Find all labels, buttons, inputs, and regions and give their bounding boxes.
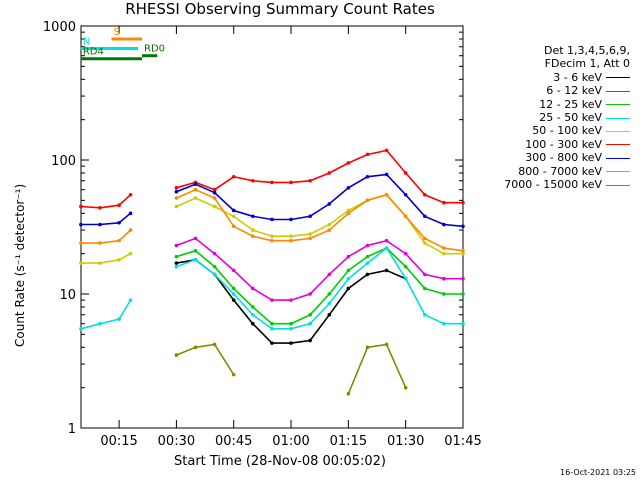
legend-swatch bbox=[606, 130, 630, 132]
legend: Det 1,3,4,5,6,9, FDecim 1, Att 0 3 - 6 k… bbox=[504, 44, 630, 191]
y-tick-label: 1000 bbox=[43, 20, 76, 35]
series-line bbox=[80, 194, 132, 209]
series-line bbox=[176, 237, 463, 301]
legend-entry: 3 - 6 keV bbox=[504, 71, 630, 84]
legend-swatch bbox=[606, 184, 630, 186]
series-line bbox=[80, 212, 132, 226]
flag-label: RD4 bbox=[83, 47, 104, 58]
legend-header-line: Det 1,3,4,5,6,9, bbox=[543, 44, 630, 57]
series-line bbox=[176, 173, 464, 228]
legend-entry-label: 3 - 6 keV bbox=[553, 70, 602, 84]
series-line bbox=[176, 247, 463, 325]
legend-swatch bbox=[606, 77, 630, 79]
legend-entry-label: 7000 - 15000 keV bbox=[504, 178, 602, 192]
series-line bbox=[176, 149, 463, 204]
x-tick-label: 01:30 bbox=[387, 434, 424, 449]
legend-entry-label: 100 - 300 keV bbox=[525, 137, 602, 151]
x-tick-label: 00:15 bbox=[100, 434, 137, 449]
legend-entry: 100 - 300 keV bbox=[504, 138, 630, 151]
legend-entry: 6 - 12 keV bbox=[504, 84, 630, 97]
legend-swatch bbox=[606, 157, 630, 159]
flag-label: S bbox=[113, 27, 119, 38]
legend-swatch bbox=[606, 171, 630, 173]
legend-entry-label: 6 - 12 keV bbox=[546, 84, 602, 98]
series-line bbox=[176, 188, 464, 252]
legend-entry: 50 - 100 keV bbox=[504, 124, 630, 137]
series-point bbox=[79, 204, 83, 209]
y-tick-label: 100 bbox=[51, 154, 76, 169]
timestamp: 16-Oct-2021 03:25 bbox=[560, 468, 636, 477]
series-line bbox=[176, 246, 463, 330]
series-line bbox=[176, 193, 463, 255]
y-tick-label: 1 bbox=[68, 422, 76, 437]
legend-entry: 25 - 50 keV bbox=[504, 111, 630, 124]
legend-entry: 800 - 7000 keV bbox=[504, 165, 630, 178]
series-point bbox=[79, 261, 83, 265]
series-line bbox=[80, 252, 131, 264]
series-line bbox=[80, 299, 132, 330]
x-tick-label: 01:00 bbox=[272, 434, 309, 449]
legend-entry: 300 - 800 keV bbox=[504, 151, 630, 164]
flag-label: RD0 bbox=[144, 44, 165, 55]
legend-entry: 12 - 25 keV bbox=[504, 98, 630, 111]
legend-entry-label: 50 - 100 keV bbox=[532, 124, 602, 138]
x-tick-label: 00:45 bbox=[215, 434, 252, 449]
x-tick-label: 00:30 bbox=[158, 434, 195, 449]
plot-frame bbox=[80, 25, 464, 429]
legend-entry-label: 25 - 50 keV bbox=[539, 111, 602, 125]
series-point bbox=[79, 222, 83, 227]
legend-swatch bbox=[606, 144, 630, 146]
series-line bbox=[347, 343, 407, 395]
legend-entry-label: 12 - 25 keV bbox=[539, 97, 602, 111]
series-line bbox=[176, 343, 235, 376]
legend-entry: 7000 - 15000 keV bbox=[504, 178, 630, 191]
legend-swatch bbox=[606, 104, 630, 106]
series-point bbox=[461, 224, 465, 229]
x-axis-label: Start Time (28-Nov-08 00:05:02) bbox=[174, 454, 386, 469]
legend-entry-label: 800 - 7000 keV bbox=[518, 164, 602, 178]
x-tick-label: 01:45 bbox=[444, 434, 481, 449]
y-axis-label: Count Rate (s⁻¹ detector⁻¹) bbox=[13, 183, 27, 347]
legend-entry-label: 300 - 800 keV bbox=[525, 151, 602, 165]
legend-swatch bbox=[606, 90, 630, 92]
legend-header-line: FDecim 1, Att 0 bbox=[544, 57, 630, 71]
series-point bbox=[79, 241, 83, 245]
y-tick-label: 10 bbox=[59, 288, 76, 303]
legend-swatch bbox=[606, 117, 630, 119]
flag-label: N bbox=[83, 36, 90, 47]
series-line bbox=[80, 229, 132, 244]
x-tick-label: 01:15 bbox=[330, 434, 367, 449]
chart-title: RHESSI Observing Summary Count Rates bbox=[125, 0, 435, 18]
